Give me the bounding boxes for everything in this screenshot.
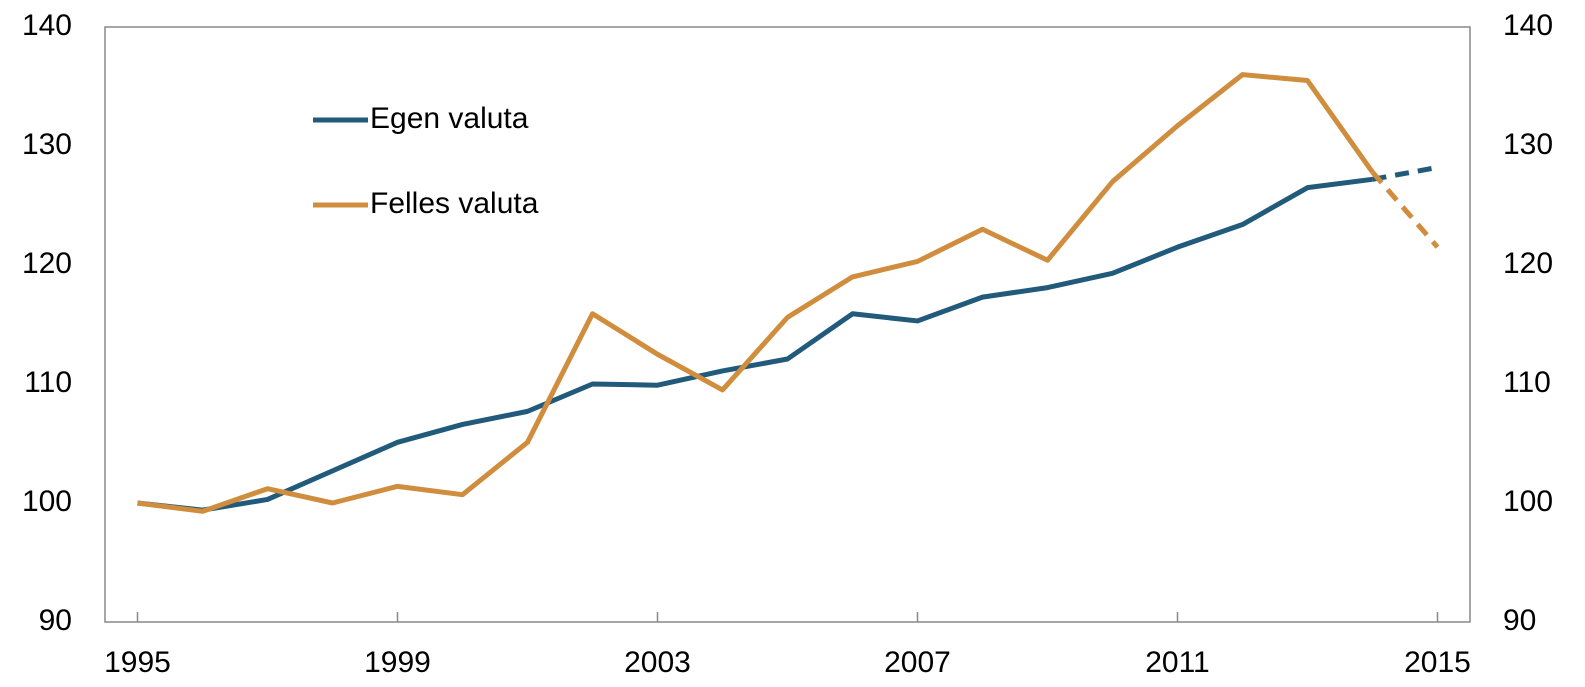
x-tick-label: 2003 [624,646,691,679]
y-tick-label: 140 [22,9,72,42]
x-tick-label: 1995 [104,646,171,679]
y2-tick-label: 100 [1503,485,1553,518]
y2-tick-label: 120 [1503,247,1553,280]
legend-label: Egen valuta [370,102,529,135]
y-tick-label: 90 [39,604,72,637]
y2-tick-label: 110 [1503,366,1551,399]
x-tick-label: 1999 [364,646,431,679]
x-tick-label: 2007 [884,646,951,679]
series-line [137,176,1373,513]
plot-frame [104,26,1471,623]
y-tick-label: 100 [22,485,72,518]
forecast-line [1372,164,1438,182]
forecast-line [1370,170,1440,249]
x-tick-label: 2011 [1145,646,1210,679]
y2-tick-label: 140 [1503,9,1553,42]
y-tick-label: 120 [22,247,72,280]
y-tick-label: 110 [24,366,72,399]
series-line [137,72,1375,514]
legend-label: Felles valuta [370,187,539,220]
y2-tick-label: 130 [1503,128,1553,161]
x-tick-label: 2015 [1404,646,1471,679]
y2-tick-label: 90 [1503,604,1536,637]
y-tick-label: 130 [22,128,72,161]
